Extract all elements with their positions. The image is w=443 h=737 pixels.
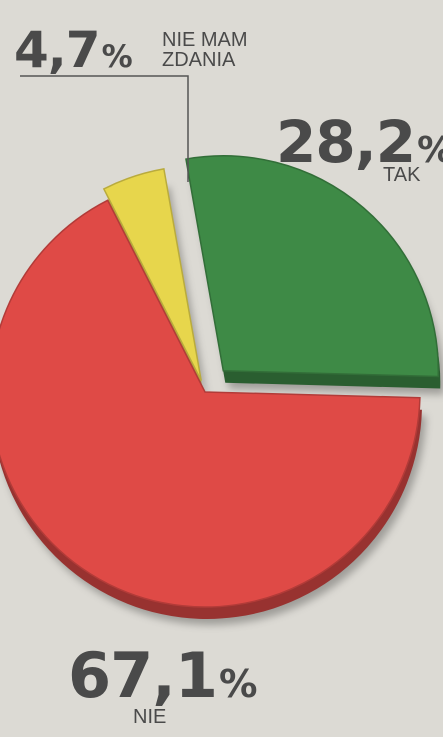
value-no-opinion: 4,7 <box>14 21 101 79</box>
value-label-yes: 28,2% <box>276 108 443 176</box>
leader-line-no-opinion <box>20 75 189 182</box>
slice-nie-mam-zdania <box>102 168 202 381</box>
value-yes: 28,2 <box>276 108 416 176</box>
caption-no: NIE <box>133 706 167 728</box>
slice-nie <box>0 199 421 608</box>
percent-sign-yes: % <box>417 130 443 171</box>
label-no-opinion: 4,7% <box>14 25 133 75</box>
caption-no-opinion-line1: NIE MAM <box>162 29 248 51</box>
percent-sign-no: % <box>218 662 257 707</box>
value-label-no-opinion: 4,7% <box>14 21 133 79</box>
caption-yes: TAK <box>383 164 421 186</box>
caption-no-opinion: NIE MAM ZDANIA <box>162 30 248 70</box>
caption-no-opinion-line2: ZDANIA <box>162 49 236 71</box>
value-label-no: 67,1% <box>68 639 257 712</box>
value-no: 67,1 <box>68 639 218 712</box>
label-no: 67,1% <box>68 645 257 707</box>
slice-tak <box>185 155 439 378</box>
percent-sign-no-opinion: % <box>101 39 133 75</box>
label-yes: 28,2% <box>276 113 443 171</box>
